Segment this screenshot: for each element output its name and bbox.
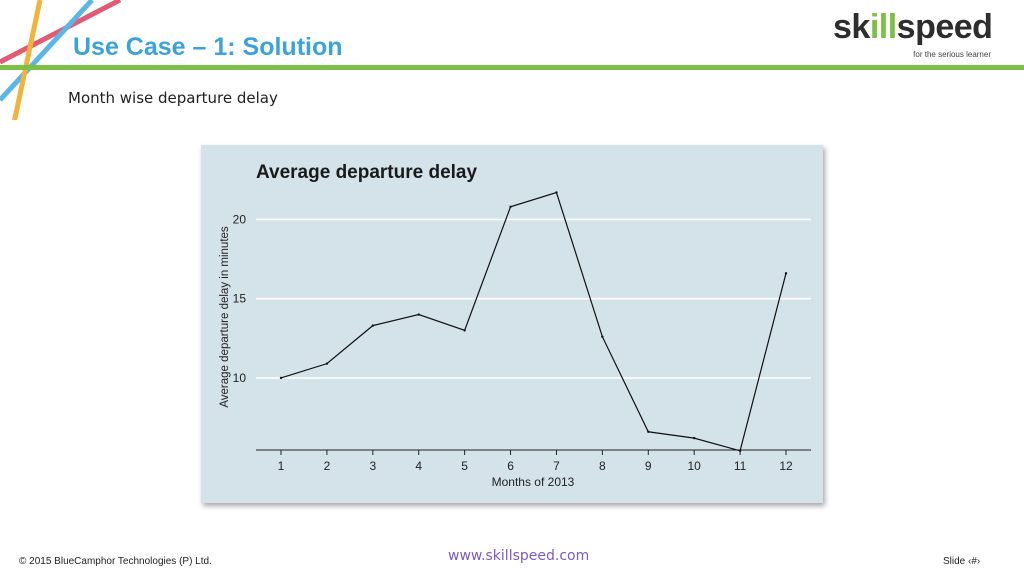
skillspeed-logo: skillspeed for the serious learner bbox=[833, 8, 995, 62]
x-tick-label: 1 bbox=[278, 459, 285, 473]
footer-copyright: © 2015 BlueCamphor Technologies (P) Ltd. bbox=[19, 556, 212, 567]
decorative-stripes bbox=[0, 0, 122, 120]
logo-suffix: speed bbox=[896, 8, 993, 46]
x-tick-label: 4 bbox=[415, 459, 422, 473]
data-point-month-11 bbox=[738, 449, 742, 452]
logo-prefix: sk bbox=[833, 8, 870, 46]
data-point-month-5 bbox=[463, 329, 466, 332]
data-point-month-8 bbox=[601, 335, 604, 338]
y-tick-label: 10 bbox=[233, 371, 247, 385]
data-point-month-7 bbox=[555, 191, 558, 194]
slide-title: Use Case – 1: Solution bbox=[73, 33, 343, 61]
y-tick-label: 15 bbox=[233, 292, 247, 306]
x-tick-label: 9 bbox=[645, 459, 652, 473]
data-point-month-1 bbox=[279, 376, 283, 380]
logo-tagline: for the serious learner bbox=[913, 50, 991, 59]
x-tick-label: 6 bbox=[507, 459, 514, 473]
x-axis-label: Months of 2013 bbox=[492, 475, 575, 489]
x-tick-label: 10 bbox=[688, 459, 702, 473]
x-tick-label: 7 bbox=[553, 459, 560, 473]
logo-wordmark: skillspeed bbox=[833, 8, 993, 47]
x-tick-label: 5 bbox=[461, 459, 468, 473]
data-point-month-9 bbox=[647, 430, 650, 433]
series-line bbox=[280, 191, 787, 452]
logo-accent: ill bbox=[869, 8, 897, 46]
footer-slide-number: Slide ‹#› bbox=[943, 556, 981, 567]
data-point-month-12 bbox=[784, 272, 788, 275]
x-tick-label: 8 bbox=[599, 459, 606, 473]
chart-title: Average departure delay bbox=[256, 162, 477, 183]
slide-subtitle: Month wise departure delay bbox=[68, 89, 278, 107]
data-point-month-10 bbox=[692, 436, 696, 440]
title-divider bbox=[0, 65, 1024, 70]
y-axis-label: Average departure delay in minutes bbox=[219, 226, 231, 408]
x-tick-label: 12 bbox=[779, 459, 793, 473]
x-tick-label: 2 bbox=[324, 459, 331, 473]
data-point-month-6 bbox=[509, 205, 512, 208]
y-tick-label: 20 bbox=[233, 212, 247, 226]
x-tick-label: 3 bbox=[369, 459, 376, 473]
footer-website-link[interactable]: www.skillspeed.com bbox=[448, 548, 590, 564]
data-point-month-3 bbox=[371, 324, 375, 327]
x-tick-label: 11 bbox=[734, 459, 747, 473]
data-point-month-2 bbox=[325, 362, 329, 365]
data-point-month-4 bbox=[417, 313, 420, 316]
